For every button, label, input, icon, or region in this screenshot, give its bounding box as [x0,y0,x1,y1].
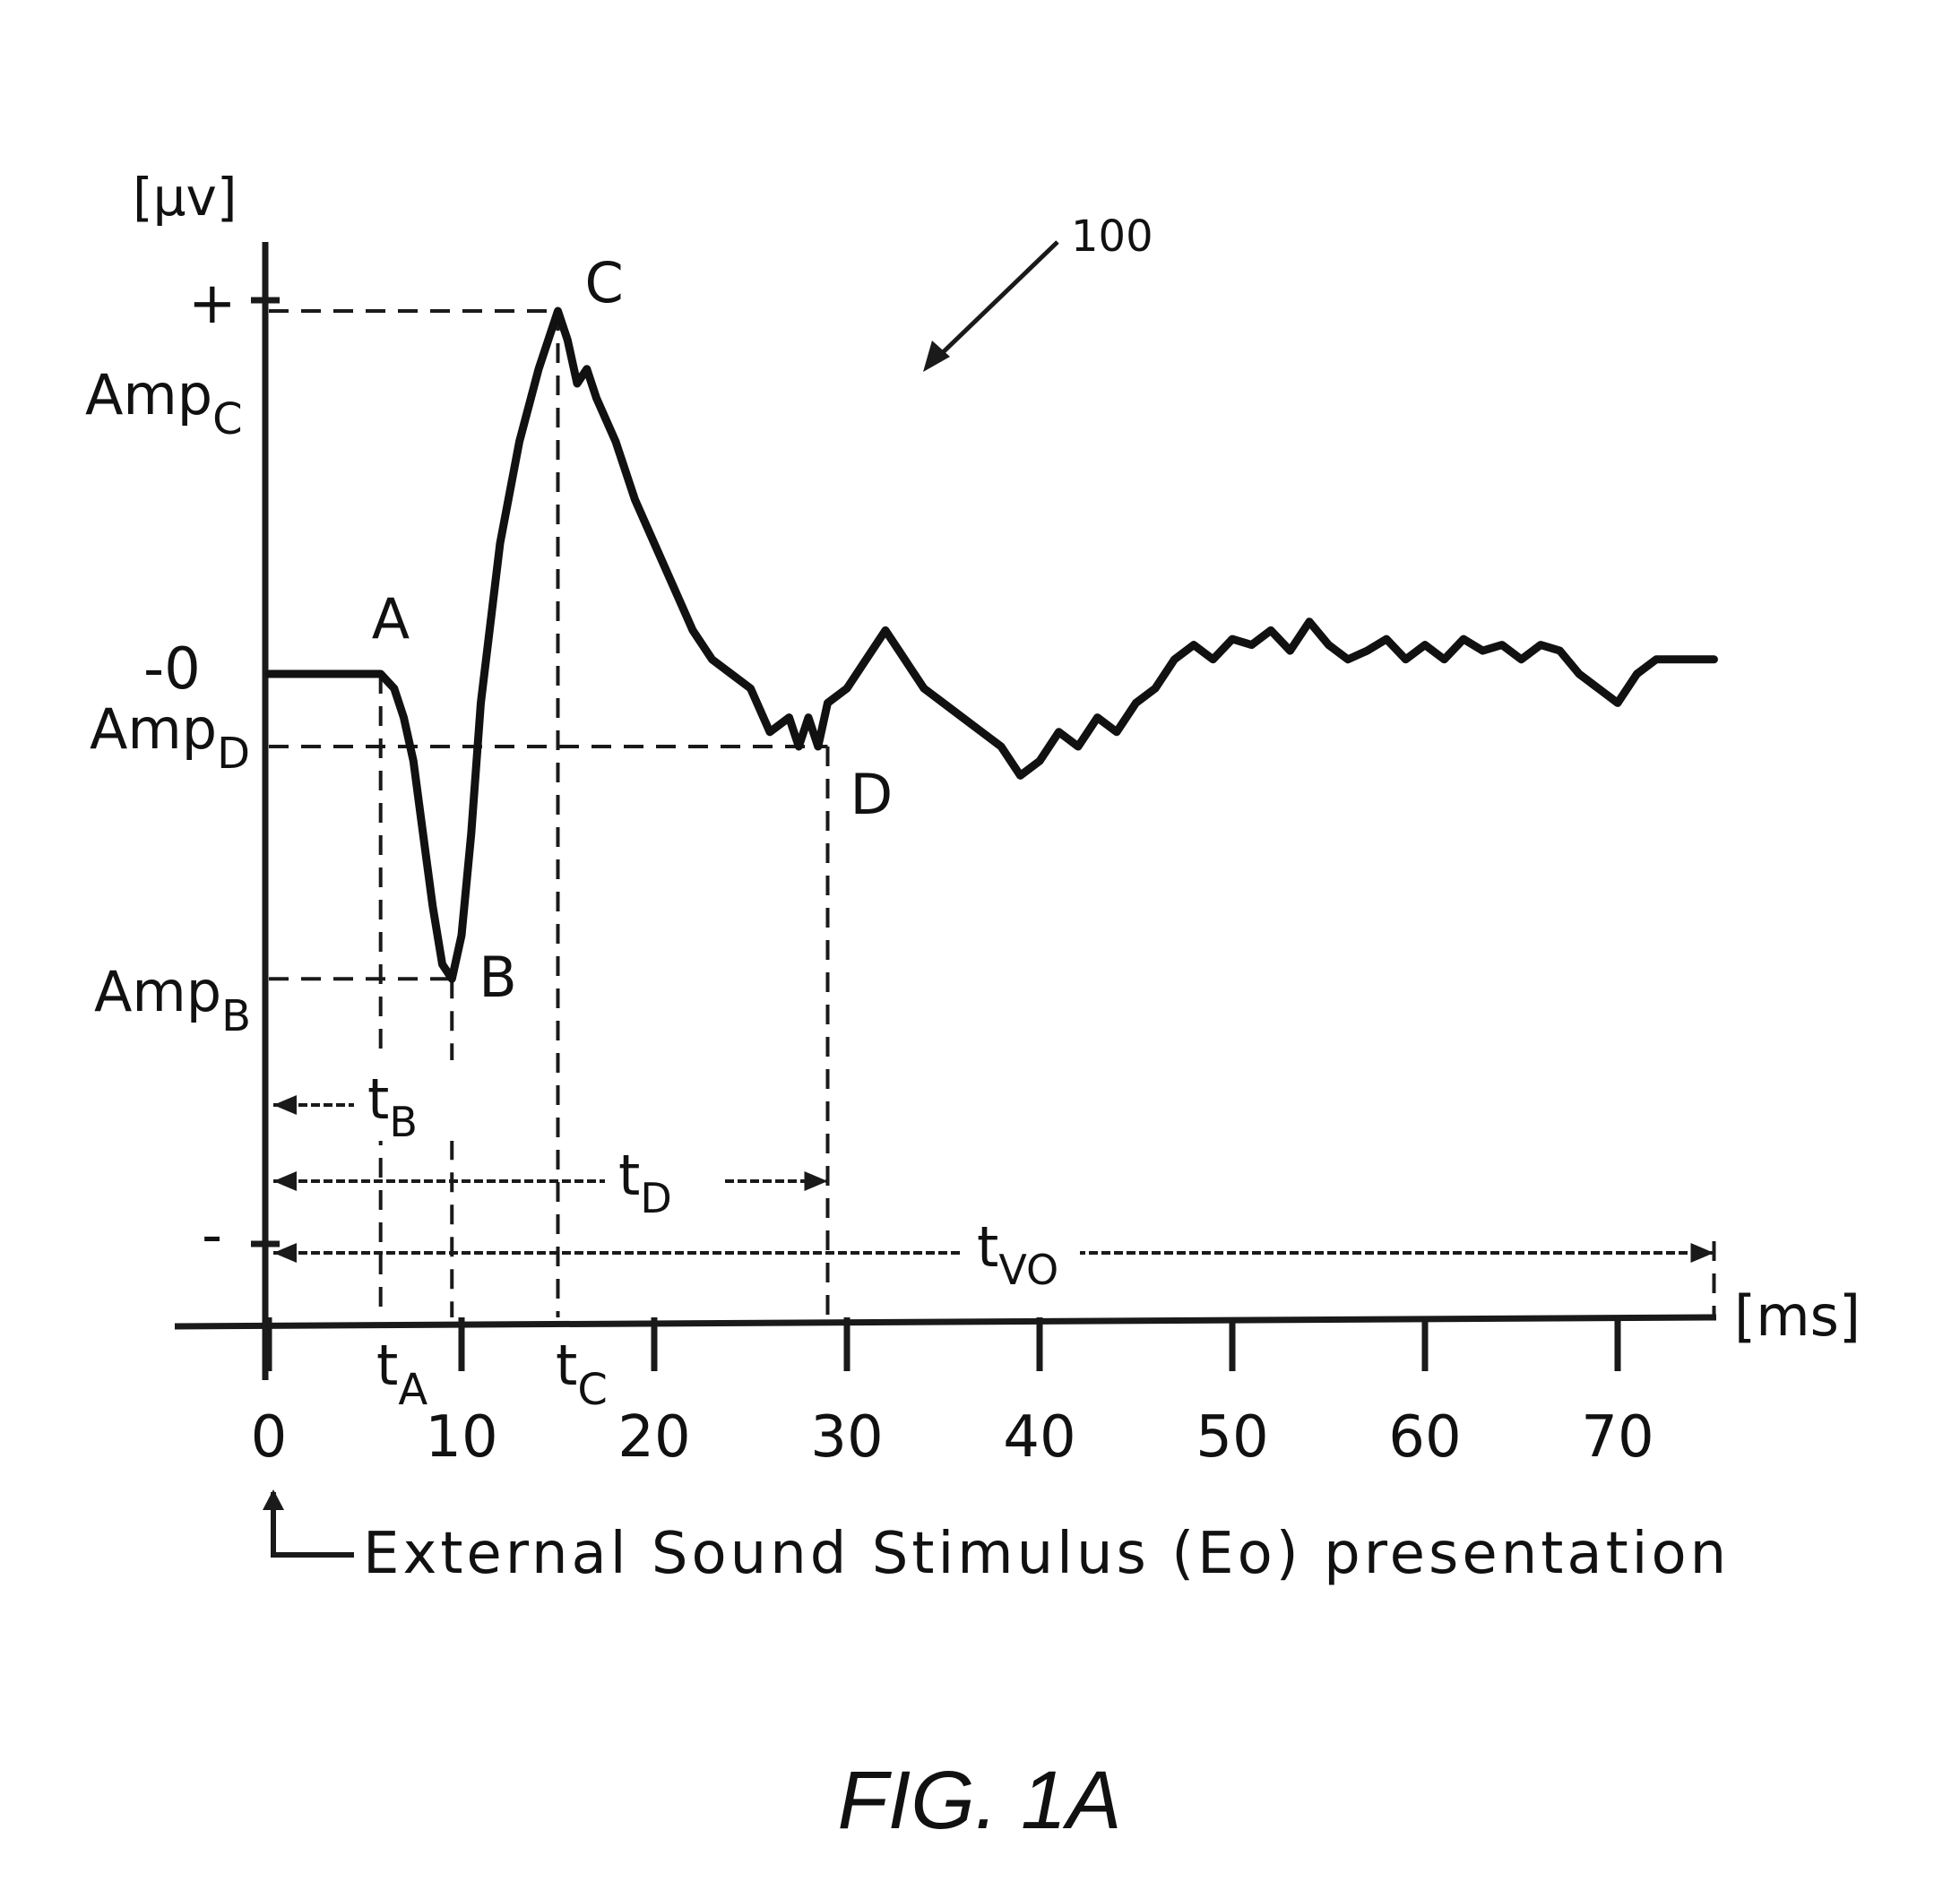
x-ticks: 0 10 20 30 40 50 60 70 [251,1317,1654,1471]
reference-pointer-head [923,341,950,372]
x-tick-label-20: 20 [617,1404,690,1471]
point-label-d: D [850,762,894,827]
figure-caption: FIG. 1A [838,1755,1122,1846]
x-tick-label-70: 70 [1581,1404,1653,1471]
interval-arrowhead-end-d [805,1171,828,1191]
x-tick-label-60: 60 [1388,1404,1461,1471]
interval-arrows: tBtDtVO [273,1060,1714,1294]
series-trace [269,311,1714,979]
x-axis-label: [ms] [1734,1283,1861,1349]
amp-c-label: AmpC [85,362,243,445]
reference-numeral: 100 [1071,211,1153,262]
peak-labels: A B C D [372,250,894,1010]
t-a-label: tA [376,1333,427,1415]
y-tick-label-minus: - [202,1203,222,1269]
stimulus-annotation: External Sound Stimulus (Eo) presentatio… [363,1521,1730,1587]
x-tick-label-10: 10 [425,1404,497,1471]
point-label-a: A [372,586,410,652]
y-tick-label-plus: + [188,271,237,337]
t-c-label: tC [556,1333,608,1415]
interval-arrowhead-end-vo [1691,1243,1714,1263]
stimulus-arrow-head [263,1489,284,1510]
guide-lines [269,311,1714,1317]
interval-arrowhead-start-d [273,1171,297,1191]
point-label-c: C [585,250,624,315]
x-tick-label-0: 0 [251,1404,288,1471]
reference-pointer-line [937,242,1058,358]
stimulus-marker-arrow [273,1492,354,1555]
x-tick-label-50: 50 [1196,1404,1268,1471]
amp-b-label: AmpB [94,959,251,1041]
point-label-b: B [479,945,517,1010]
amp-d-label: AmpD [90,696,250,779]
x-axis [175,1317,1716,1326]
x-tick-label-40: 40 [1003,1404,1075,1471]
y-axis-label: [μv] [133,167,237,228]
x-tick-label-30: 30 [810,1404,883,1471]
interval-arrowhead-start-b [273,1095,297,1115]
y-tick-label-zero: -0 [143,636,201,703]
